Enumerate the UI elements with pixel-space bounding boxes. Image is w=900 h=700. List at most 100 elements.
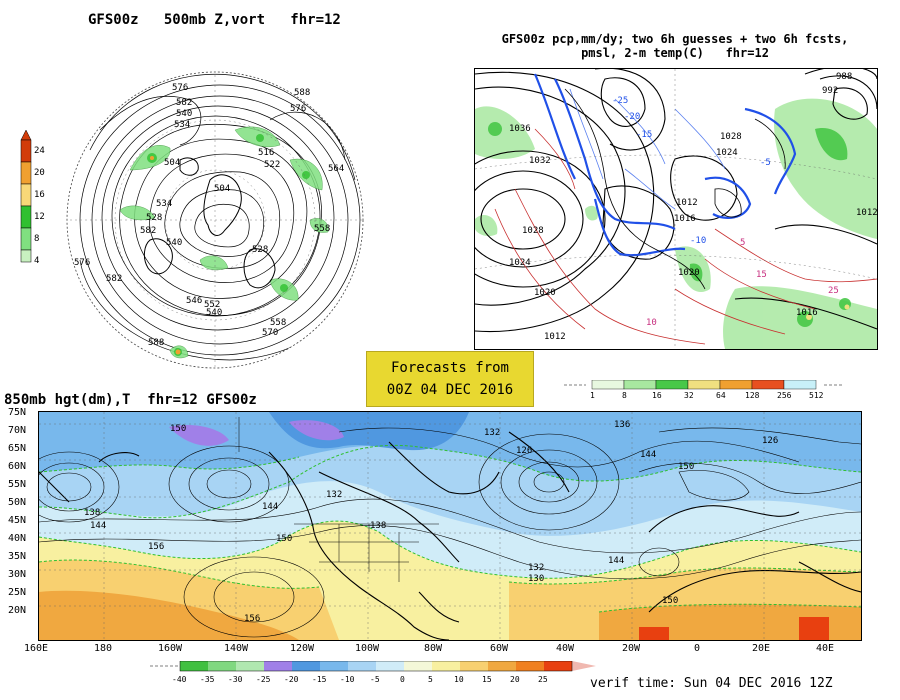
temp-tick: -40	[172, 675, 187, 684]
precip-swatch	[591, 379, 625, 390]
vort-tick: 16	[34, 190, 45, 200]
height-label: 126	[762, 436, 779, 446]
height-label: 150	[678, 462, 695, 472]
height-label: 144	[262, 502, 279, 512]
height-label: 156	[244, 614, 261, 624]
forecast-line2: 00Z 04 DEC 2016	[386, 382, 514, 398]
lat-label: 30N	[8, 569, 27, 580]
height-label: 126	[516, 446, 533, 456]
lat-label: 65N	[8, 443, 27, 454]
temp-tick: -20	[284, 675, 299, 684]
temp-swatch	[376, 661, 404, 671]
contour-label: 534	[174, 120, 191, 130]
temp-tick: 10	[454, 675, 464, 684]
isobar-label: 1020	[534, 288, 556, 298]
precip-swatch	[655, 379, 689, 390]
temp-label: 5	[740, 238, 746, 248]
isobar-label: 1016	[796, 308, 818, 318]
temp-tick: 20	[510, 675, 520, 684]
precip-swatch	[719, 379, 753, 390]
contour-label: 576	[172, 83, 189, 93]
lon-label: 160W	[158, 643, 183, 654]
isobar-label: 1028	[522, 226, 544, 236]
temp-swatch	[544, 661, 572, 671]
vort-tick: 24	[34, 146, 45, 156]
temp-label: -25	[612, 96, 629, 106]
lat-label: 20N	[8, 605, 27, 616]
panel-precip-title-line1: GFS00z pcp,mm/dy; two 6h guesses + two 6…	[501, 32, 849, 46]
temp-swatch	[348, 661, 376, 671]
precip-swatch	[623, 379, 657, 390]
precip-swatch	[751, 379, 785, 390]
height-label: 150	[662, 596, 679, 606]
contour-label: 546	[186, 296, 203, 306]
temp-tick: -5	[370, 675, 380, 684]
lon-label: 20W	[622, 643, 641, 654]
forecast-box: Forecasts from 00Z 04 DEC 2016	[366, 351, 534, 407]
precip-swatch	[687, 379, 721, 390]
temp-swatch	[320, 661, 348, 671]
vort-colorbar-swatch	[20, 205, 32, 229]
polar-500mb-map	[60, 30, 380, 370]
temp-tick: -35	[200, 675, 215, 684]
height-label: 138	[370, 521, 387, 531]
lon-label: 60W	[490, 643, 509, 654]
lat-label: 75N	[8, 407, 27, 418]
isobar-label: 1012	[856, 208, 878, 218]
lon-label: 140W	[224, 643, 249, 654]
contour-label: 540	[206, 308, 223, 318]
contour-label: 540	[176, 109, 193, 119]
isobar-label: 1028	[720, 132, 742, 142]
lat-label: 70N	[8, 425, 27, 436]
vort-colorbar-swatch	[20, 227, 32, 251]
temp-swatch	[432, 661, 460, 671]
temp-label: -15	[636, 130, 653, 140]
contour-label: 528	[252, 245, 269, 255]
lat-label: 55N	[8, 479, 27, 490]
temp-swatch	[460, 661, 488, 671]
vort-tick: 20	[34, 168, 45, 178]
temp-swatch	[180, 661, 208, 671]
height-label: 132	[528, 563, 545, 573]
isobar-label: 1024	[509, 258, 531, 268]
temp-tick: -15	[312, 675, 327, 684]
height-label: 144	[640, 450, 657, 460]
precip-tick: 64	[716, 391, 726, 400]
contour-label: 582	[140, 226, 157, 236]
isobar-label: 1016	[674, 214, 696, 224]
lon-label: 0	[694, 643, 701, 654]
height-label: 150	[276, 534, 293, 544]
lon-label: 20E	[752, 643, 771, 654]
temp-tick: -10	[340, 675, 355, 684]
contour-label: 504	[214, 184, 231, 194]
precip-tick: 128	[745, 391, 760, 400]
contour-label: 540	[166, 238, 183, 248]
vort-tick: 12	[34, 212, 45, 222]
vort-tick: 4	[34, 256, 40, 266]
temp-swatch	[404, 661, 432, 671]
lat-label: 35N	[8, 551, 27, 562]
precip-tick: 256	[777, 391, 792, 400]
height-label: 144	[90, 521, 107, 531]
temp-label: 15	[756, 270, 767, 280]
contour-label: 588	[294, 88, 311, 98]
vort-tick: 8	[34, 234, 40, 244]
temp-swatch	[292, 661, 320, 671]
precip-swatch	[783, 379, 817, 390]
height-label: 132	[484, 428, 501, 438]
lon-label: 160E	[24, 643, 49, 654]
contour-label: 534	[156, 199, 173, 209]
contour-label: 558	[270, 318, 287, 328]
height-label: 138	[84, 508, 101, 518]
panel-precip-title-line2: pmsl, 2-m temp(C) fhr=12	[581, 46, 769, 60]
lat-label: 25N	[8, 587, 27, 598]
vort-colorbar	[18, 129, 58, 270]
map-850mb	[38, 411, 862, 641]
temp-tick: 0	[400, 675, 405, 684]
height-label: 136	[614, 420, 631, 430]
temp-swatch	[236, 661, 264, 671]
height-label: 150	[170, 424, 187, 434]
contour-label: 504	[164, 158, 181, 168]
vort-colorbar-swatch	[20, 139, 32, 163]
precip-pmsl-map	[474, 68, 878, 350]
